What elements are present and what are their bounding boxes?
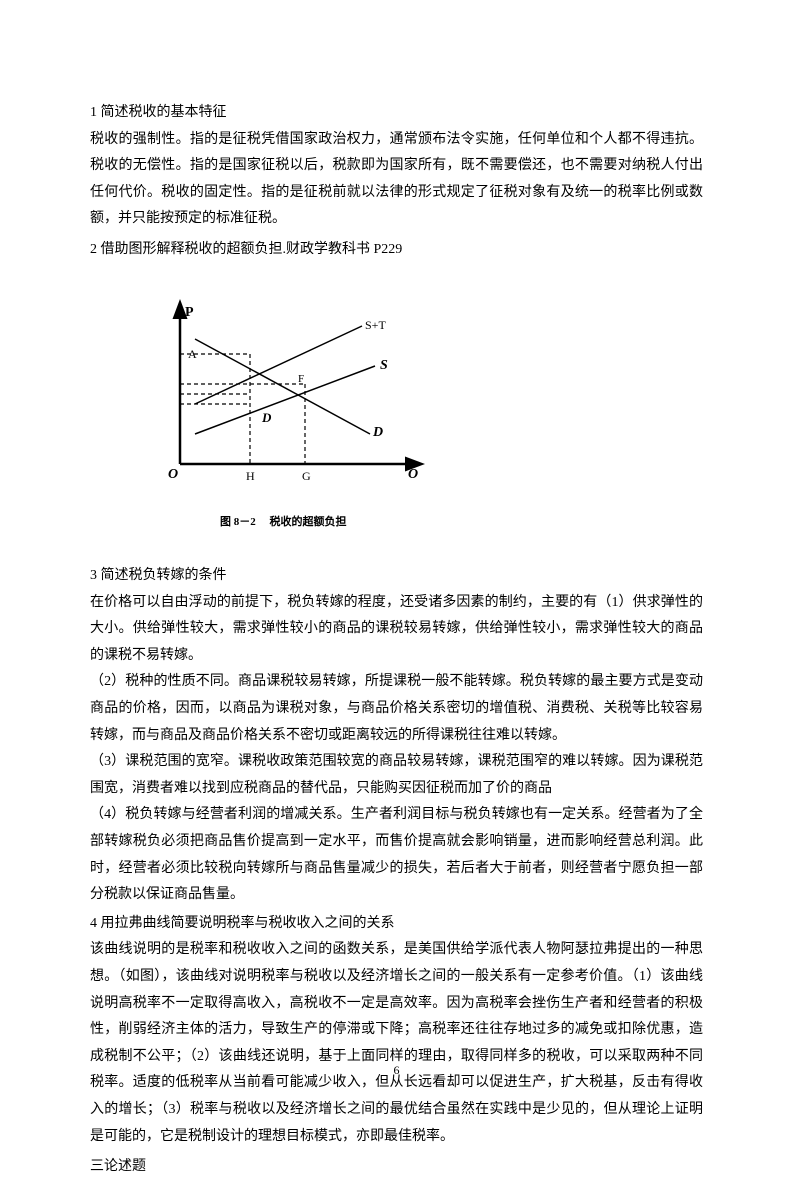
label-o-right: O [408,467,418,482]
label-o-left: O [168,467,178,482]
excess-burden-figure: P O O A F H G S+T S D D 图 8－2 税收的超额负担 [150,294,703,533]
figure-caption: 图 8－2 税收的超额负担 [220,512,703,533]
label-h: H [246,469,255,483]
section1-heading: 1 简述税收的基本特征 [90,100,703,127]
section1-body: 税收的强制性。指的是征税凭借国家政治权力，通常颁布法令实施，任何单位和个人都不得… [90,127,703,233]
label-p: P [185,305,194,320]
section4-body: 该曲线说明的是税率和税收收入之间的函数关系，是美国供给学派代表人物阿瑟拉弗提出的… [90,937,703,1150]
section3-p4: （4）税负转嫁与经营者利润的增减关系。生产者利润目标与税负转嫁也有一定关系。经营… [90,802,703,908]
label-f: F [298,373,304,385]
supply-tax-line [195,326,362,404]
section4-heading: 4 用拉弗曲线简要说明税率与税收收入之间的关系 [90,911,703,938]
demand-line [195,339,370,434]
section3-p2: （2）税种的性质不同。商品课税较易转嫁，所提课税一般不能转嫁。税负转嫁的最主要方… [90,669,703,749]
supply-line [195,366,375,434]
label-s: S [380,358,388,373]
label-d-point: D [261,410,272,425]
figure-caption-label: 图 8－2 [220,516,256,528]
section5-heading: 三论述题 [90,1154,703,1181]
label-s-plus-t: S+T [365,318,386,332]
label-a: A [188,347,197,361]
label-g: G [302,469,311,483]
section3-p3: （3）课税范围的宽窄。课税收政策范围较宽的商品较易转嫁，课税范围窄的难以转嫁。因… [90,749,703,802]
section3-p1: 在价格可以自由浮动的前提下，税负转嫁的程度，还受诸多因素的制约，主要的有（1）供… [90,590,703,670]
section2-heading: 2 借助图形解释税收的超额负担.财政学教科书 P229 [90,237,703,264]
page-number: 6 [0,1059,793,1082]
tax-excess-burden-chart: P O O A F H G S+T S D D [150,294,430,494]
figure-caption-text: 税收的超额负担 [270,516,347,528]
label-d-demand: D [372,425,383,440]
section3-heading: 3 简述税负转嫁的条件 [90,563,703,590]
